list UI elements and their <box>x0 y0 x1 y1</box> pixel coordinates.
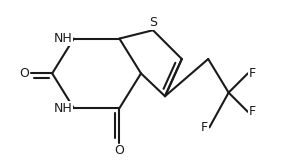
Text: F: F <box>249 105 256 118</box>
Text: NH: NH <box>54 32 72 45</box>
Text: S: S <box>149 16 157 29</box>
Text: F: F <box>201 121 208 134</box>
Text: O: O <box>114 144 124 157</box>
Text: NH: NH <box>54 102 72 115</box>
Text: F: F <box>249 67 256 80</box>
Text: O: O <box>19 67 29 80</box>
